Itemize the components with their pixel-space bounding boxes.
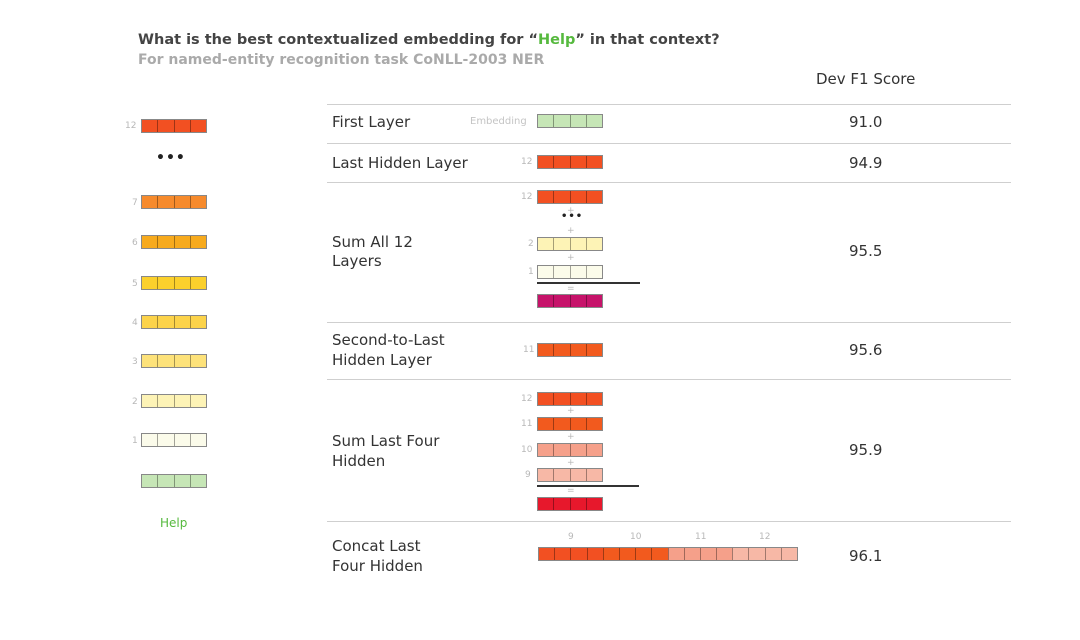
row3-layer-number-2: 2 <box>528 239 534 249</box>
row-label-last-hidden-layer: Last Hidden Layer <box>332 154 468 172</box>
page-title: What is the best contextualized embeddin… <box>138 32 720 48</box>
row4-layer-number: 11 <box>523 345 535 355</box>
row5-layer-number-12: 12 <box>521 394 533 404</box>
row-label-sum-all-12-line2: Layers <box>332 252 382 270</box>
title-text-start: What is the best contextualized embeddin… <box>138 32 539 48</box>
row-label-second-to-last-line2: Hidden Layer <box>332 351 432 369</box>
row2-layer-bar <box>537 155 603 169</box>
sum-line <box>537 485 639 487</box>
row5-sum-result-bar <box>537 497 603 511</box>
score-concat-last-four: 96.1 <box>849 547 883 565</box>
row5-layer-bar-11 <box>537 417 603 431</box>
concat-layer-number-10: 10 <box>630 532 642 542</box>
row-label-concat-line2: Four Hidden <box>332 557 423 575</box>
equals-sign: = <box>567 486 575 496</box>
row5-layer-number-11: 11 <box>521 419 533 429</box>
score-first-layer: 91.0 <box>849 113 883 131</box>
sum-line <box>537 282 640 284</box>
embedding-bar <box>141 474 207 488</box>
score-sum-all-12: 95.5 <box>849 242 883 260</box>
concat-layer-number-12: 12 <box>759 532 771 542</box>
page-subtitle: For named-entity recognition task CoNLL-… <box>138 52 545 68</box>
row3-sum-result-bar <box>537 294 603 308</box>
score-last-hidden-layer: 94.9 <box>849 154 883 172</box>
score-second-to-last: 95.6 <box>849 341 883 359</box>
row-divider <box>327 379 1011 380</box>
row3-ellipsis: ••• <box>561 211 584 222</box>
row-label-concat-line1: Concat Last <box>332 537 421 555</box>
row-divider <box>327 104 1011 105</box>
row5-layer-bar-10 <box>537 443 603 457</box>
row3-layer-bar-2 <box>537 237 603 251</box>
layer-number-3: 3 <box>132 357 138 367</box>
row3-layer-number-1: 1 <box>528 267 534 277</box>
layer-bar-7 <box>141 195 207 209</box>
row-divider <box>327 182 1011 183</box>
layer-bar-6 <box>141 235 207 249</box>
title-text-end: ” in that context? <box>575 32 720 48</box>
row-label-sum-all-12-line1: Sum All 12 <box>332 233 413 251</box>
layer-number-2: 2 <box>132 397 138 407</box>
score-column-header: Dev F1 Score <box>816 70 916 88</box>
layer-bar-12 <box>141 119 207 133</box>
row5-layer-bar-9 <box>537 468 603 482</box>
plus-sign: + <box>567 432 575 442</box>
row1-embedding-bar <box>537 114 603 128</box>
layer-number-1: 1 <box>132 436 138 446</box>
row-label-sum-last-four-line2: Hidden <box>332 452 386 470</box>
embedding-label: Embedding <box>470 116 527 127</box>
plus-sign: + <box>567 458 575 468</box>
row5-layer-number-9: 9 <box>525 470 531 480</box>
row-divider <box>327 521 1011 522</box>
row-divider <box>327 322 1011 323</box>
plus-sign: + <box>567 226 575 236</box>
concat-layer-number-11: 11 <box>695 532 707 542</box>
row4-layer-bar <box>537 343 603 357</box>
layer-number-4: 4 <box>132 318 138 328</box>
layer-bar-5 <box>141 276 207 290</box>
layer-number-7: 7 <box>132 198 138 208</box>
layer-number-12: 12 <box>125 121 137 131</box>
plus-sign: + <box>567 253 575 263</box>
row3-layer-bar-12 <box>537 190 603 204</box>
layer-bar-2 <box>141 394 207 408</box>
plus-sign: + <box>567 206 575 216</box>
layer-bar-3 <box>141 354 207 368</box>
plus-sign: + <box>567 406 575 416</box>
row-label-sum-last-four-line1: Sum Last Four <box>332 432 440 450</box>
layer-number-6: 6 <box>132 238 138 248</box>
equals-sign: = <box>567 284 575 294</box>
help-word-label: Help <box>160 516 188 530</box>
concat-layer-number-9: 9 <box>568 532 574 542</box>
concat-bar <box>538 547 798 561</box>
title-highlight-word: Help <box>538 32 576 48</box>
row3-layer-bar-1 <box>537 265 603 279</box>
layer-number-5: 5 <box>132 279 138 289</box>
row3-layer-number-12: 12 <box>521 192 533 202</box>
row5-layer-number-10: 10 <box>521 445 533 455</box>
layer-bar-4 <box>141 315 207 329</box>
row2-layer-number: 12 <box>521 157 533 167</box>
row5-layer-bar-12 <box>537 392 603 406</box>
row-divider <box>327 143 1011 144</box>
row-label-first-layer: First Layer <box>332 113 411 131</box>
ellipsis-dots: ••• <box>156 150 186 166</box>
layer-bar-1 <box>141 433 207 447</box>
row-label-second-to-last-line1: Second-to-Last <box>332 331 445 349</box>
score-sum-last-four: 95.9 <box>849 441 883 459</box>
